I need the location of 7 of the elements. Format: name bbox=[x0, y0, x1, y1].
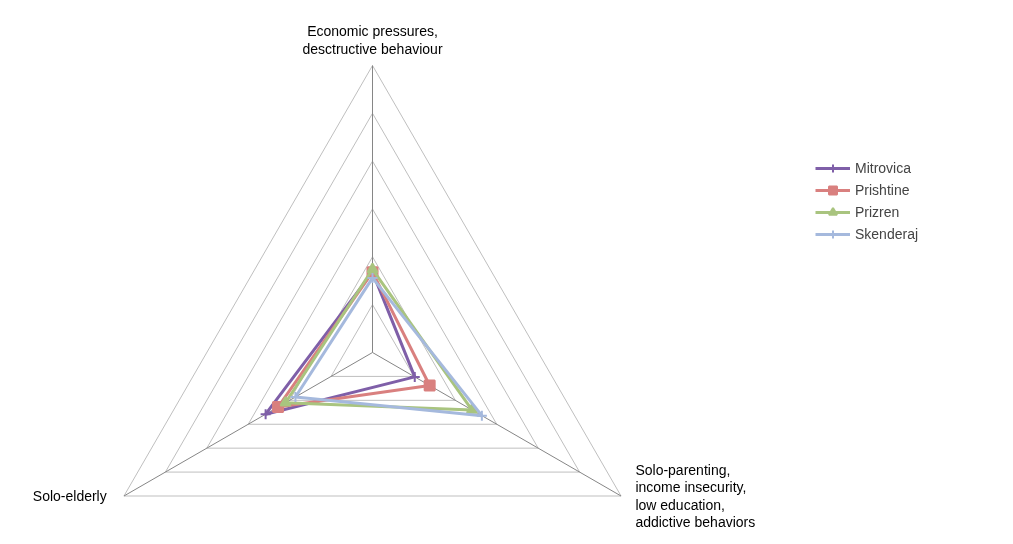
spoke-label: Solo-parenting, income insecurity, low education, addictive behaviors bbox=[635, 461, 756, 531]
legend-label: Prishtine bbox=[855, 182, 910, 198]
legend-label: Skenderaj bbox=[855, 226, 919, 242]
legend-label: Mitrovica bbox=[855, 160, 912, 176]
spoke-label: Solo-elderly bbox=[32, 488, 107, 504]
spoke-label: Economic pressures, desctructive behaviour bbox=[302, 23, 443, 57]
legend-label: Prizren bbox=[855, 204, 900, 220]
